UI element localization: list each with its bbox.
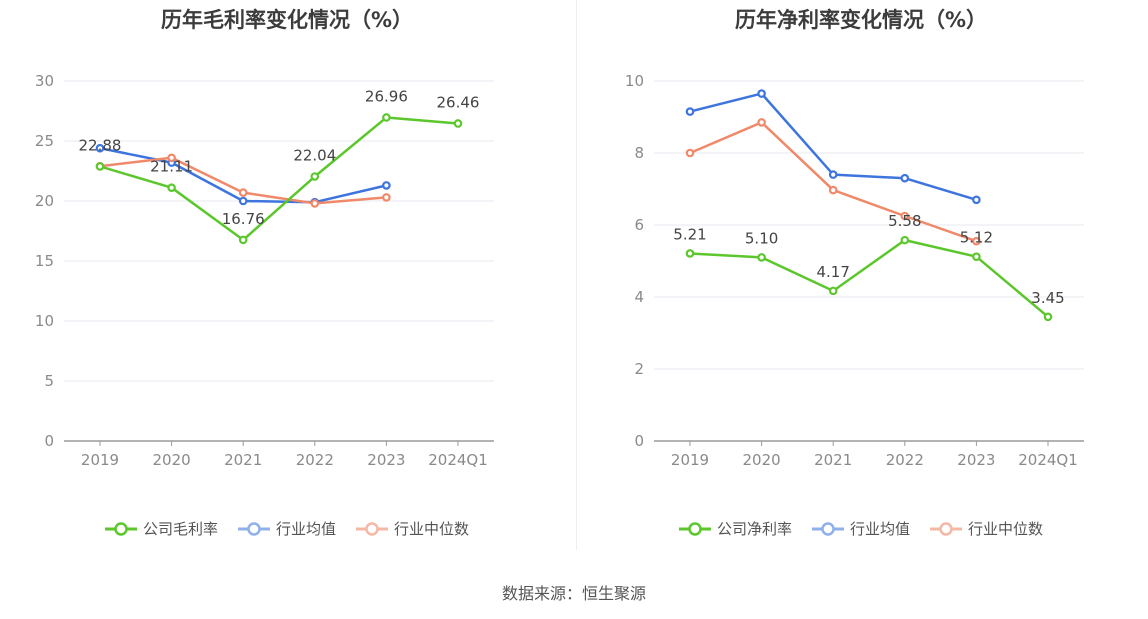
- panel-divider: [576, 0, 577, 550]
- data-point: [972, 195, 981, 205]
- data-point: [828, 185, 838, 195]
- y-tick-label: 0: [44, 432, 54, 450]
- data-label: 3.45: [1031, 289, 1064, 307]
- x-tick-label: 2020: [743, 451, 781, 469]
- data-point: [900, 211, 910, 221]
- data-label: 21.11: [150, 158, 193, 176]
- series-line-0: [99, 116, 459, 242]
- y-tick-label: 2: [634, 360, 644, 378]
- data-point: [382, 113, 391, 122]
- data-point: [685, 148, 695, 158]
- series-line-2: [689, 121, 977, 243]
- data-point: [238, 235, 248, 245]
- x-tick-label: 2024Q1: [428, 451, 488, 469]
- data-label: 4.17: [816, 263, 849, 281]
- x-tick-label: 2023: [367, 451, 405, 469]
- x-tick-label: 2022: [886, 451, 924, 469]
- legend-line-marker-icon: [930, 521, 962, 536]
- data-point: [453, 119, 463, 128]
- y-tick-label: 8: [634, 144, 644, 162]
- gross-margin-chart-panel: 历年毛利率变化情况（%） 0 5 10 15 20 25 30 2019 2020 2021 202…: [0, 0, 574, 560]
- data-label: 22.04: [293, 147, 336, 165]
- data-label: 5.21: [673, 225, 706, 243]
- net-margin-chart: 0 2 4 6 8 10 2019 2020 2021 2022 2023 2024Q1 5.21 5.1…: [625, 72, 1084, 469]
- data-point: [167, 153, 176, 163]
- chart-legend: 公司毛利率 行业均值 行业中位数: [0, 518, 574, 539]
- y-tick-label: 25: [35, 132, 54, 150]
- legend-label: 行业中位数: [968, 520, 1044, 538]
- legend-label: 公司毛利率: [142, 520, 218, 538]
- data-source-note: 数据来源：恒生聚源: [501, 584, 646, 603]
- chart-title: 历年净利率变化情况（%）: [734, 8, 988, 32]
- y-tick-label: 4: [634, 288, 644, 306]
- data-point: [900, 173, 910, 183]
- net-margin-chart-panel: 历年净利率变化情况（%） 0 2 4 6 8 10 2019 2020 2021 2022 2023…: [574, 0, 1148, 560]
- y-tick-label: 5: [44, 372, 54, 390]
- data-label: 16.76: [222, 210, 265, 228]
- data-point: [757, 89, 766, 98]
- legend-line-marker-icon: [811, 521, 844, 536]
- x-tick-label: 2023: [957, 451, 995, 469]
- data-point: [238, 188, 248, 197]
- legend-line-marker-icon: [237, 521, 270, 536]
- data-point: [167, 183, 176, 192]
- data-label: 22.88: [79, 136, 122, 154]
- gross-margin-chart: 0 5 10 15 20 25 30 2019 2020 2021 2022 2023 2024Q1 22…: [35, 72, 494, 469]
- data-point: [828, 286, 838, 296]
- legend-label: 行业均值: [275, 520, 336, 538]
- x-tick-label: 2020: [153, 451, 191, 469]
- legend-item-industry-median[interactable]: 行业中位数: [930, 518, 1043, 539]
- x-tick-label: 2021: [814, 451, 852, 469]
- data-point: [382, 193, 391, 202]
- y-tick-label: 0: [634, 432, 644, 450]
- legend-line-marker-icon: [678, 521, 711, 536]
- data-label: 26.96: [365, 87, 408, 105]
- y-tick-label: 6: [634, 216, 644, 234]
- y-tick-label: 10: [625, 72, 644, 90]
- data-point: [828, 170, 838, 179]
- data-point: [972, 236, 981, 246]
- chart-title: 历年毛利率变化情况（%）: [160, 8, 414, 32]
- data-point: [310, 199, 320, 208]
- data-label: 26.46: [437, 93, 480, 111]
- data-label: 5.12: [960, 229, 993, 247]
- legend-label: 行业中位数: [394, 520, 470, 538]
- x-tick-label: 2021: [224, 451, 262, 469]
- data-point: [1043, 312, 1053, 322]
- x-tick-label: 2024Q1: [1018, 451, 1078, 469]
- y-tick-label: 30: [35, 72, 54, 90]
- data-label: 5.10: [745, 229, 778, 247]
- chart-legend: 公司净利率 行业均值 行业中位数: [574, 518, 1148, 539]
- legend-item-company-net-margin[interactable]: 公司净利率: [678, 518, 792, 539]
- legend-item-industry-median[interactable]: 行业中位数: [356, 518, 469, 539]
- data-point: [972, 252, 981, 261]
- data-point: [95, 143, 105, 153]
- legend-item-company-gross-margin[interactable]: 公司毛利率: [104, 518, 218, 539]
- legend-line-marker-icon: [356, 521, 388, 536]
- data-point: [900, 235, 910, 245]
- x-tick-label: 2022: [296, 451, 334, 469]
- legend-item-industry-average[interactable]: 行业均值: [811, 518, 910, 539]
- data-point: [310, 172, 320, 181]
- data-point: [95, 162, 105, 171]
- series-line-1: [689, 92, 977, 201]
- data-label: 5.58: [888, 212, 921, 230]
- legend-item-industry-average[interactable]: 行业均值: [237, 518, 336, 539]
- x-tick-label: 2019: [671, 451, 709, 469]
- legend-line-marker-icon: [104, 521, 137, 536]
- series-line-0: [689, 238, 1049, 318]
- data-point: [238, 196, 248, 206]
- legend-label: 公司净利率: [716, 520, 792, 538]
- data-point: [382, 181, 391, 190]
- y-tick-label: 10: [35, 312, 54, 330]
- data-point: [685, 249, 695, 258]
- legend-label: 行业均值: [849, 520, 910, 538]
- data-point: [757, 253, 766, 262]
- x-tick-label: 2019: [81, 451, 119, 469]
- data-point: [685, 107, 695, 116]
- data-point: [757, 118, 766, 127]
- y-tick-label: 15: [35, 252, 54, 270]
- y-tick-label: 20: [35, 192, 54, 210]
